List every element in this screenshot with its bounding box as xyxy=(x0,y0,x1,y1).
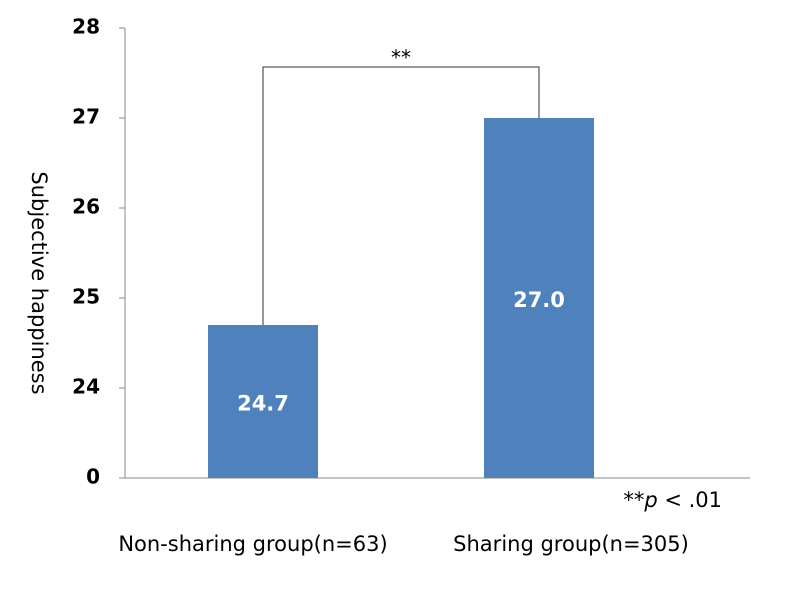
value-label: 24.7 xyxy=(237,392,289,416)
y-tick-label: 0 xyxy=(86,465,100,489)
y-tick-label: 26 xyxy=(72,195,100,219)
y-tick-label: 25 xyxy=(72,285,100,309)
footnote-p: p xyxy=(643,488,657,512)
y-tick-label: 27 xyxy=(72,105,100,129)
bar xyxy=(208,325,318,478)
y-tick-label: 24 xyxy=(72,375,100,399)
value-label: 27.0 xyxy=(513,288,565,312)
y-tick-label: 28 xyxy=(72,15,100,39)
x-tick-label: Sharing group(n=305) xyxy=(453,532,689,556)
significance-bracket xyxy=(262,66,540,325)
y-axis-label: Subjective happiness xyxy=(27,171,51,394)
footnote-stars: ** xyxy=(623,488,644,512)
bar xyxy=(484,118,594,478)
footnote-threshold: < .01 xyxy=(658,488,722,512)
x-tick-label: Non-sharing group(n=63) xyxy=(118,532,387,556)
footnote: **p < .01 xyxy=(623,488,722,512)
significance-label: ** xyxy=(391,46,411,70)
